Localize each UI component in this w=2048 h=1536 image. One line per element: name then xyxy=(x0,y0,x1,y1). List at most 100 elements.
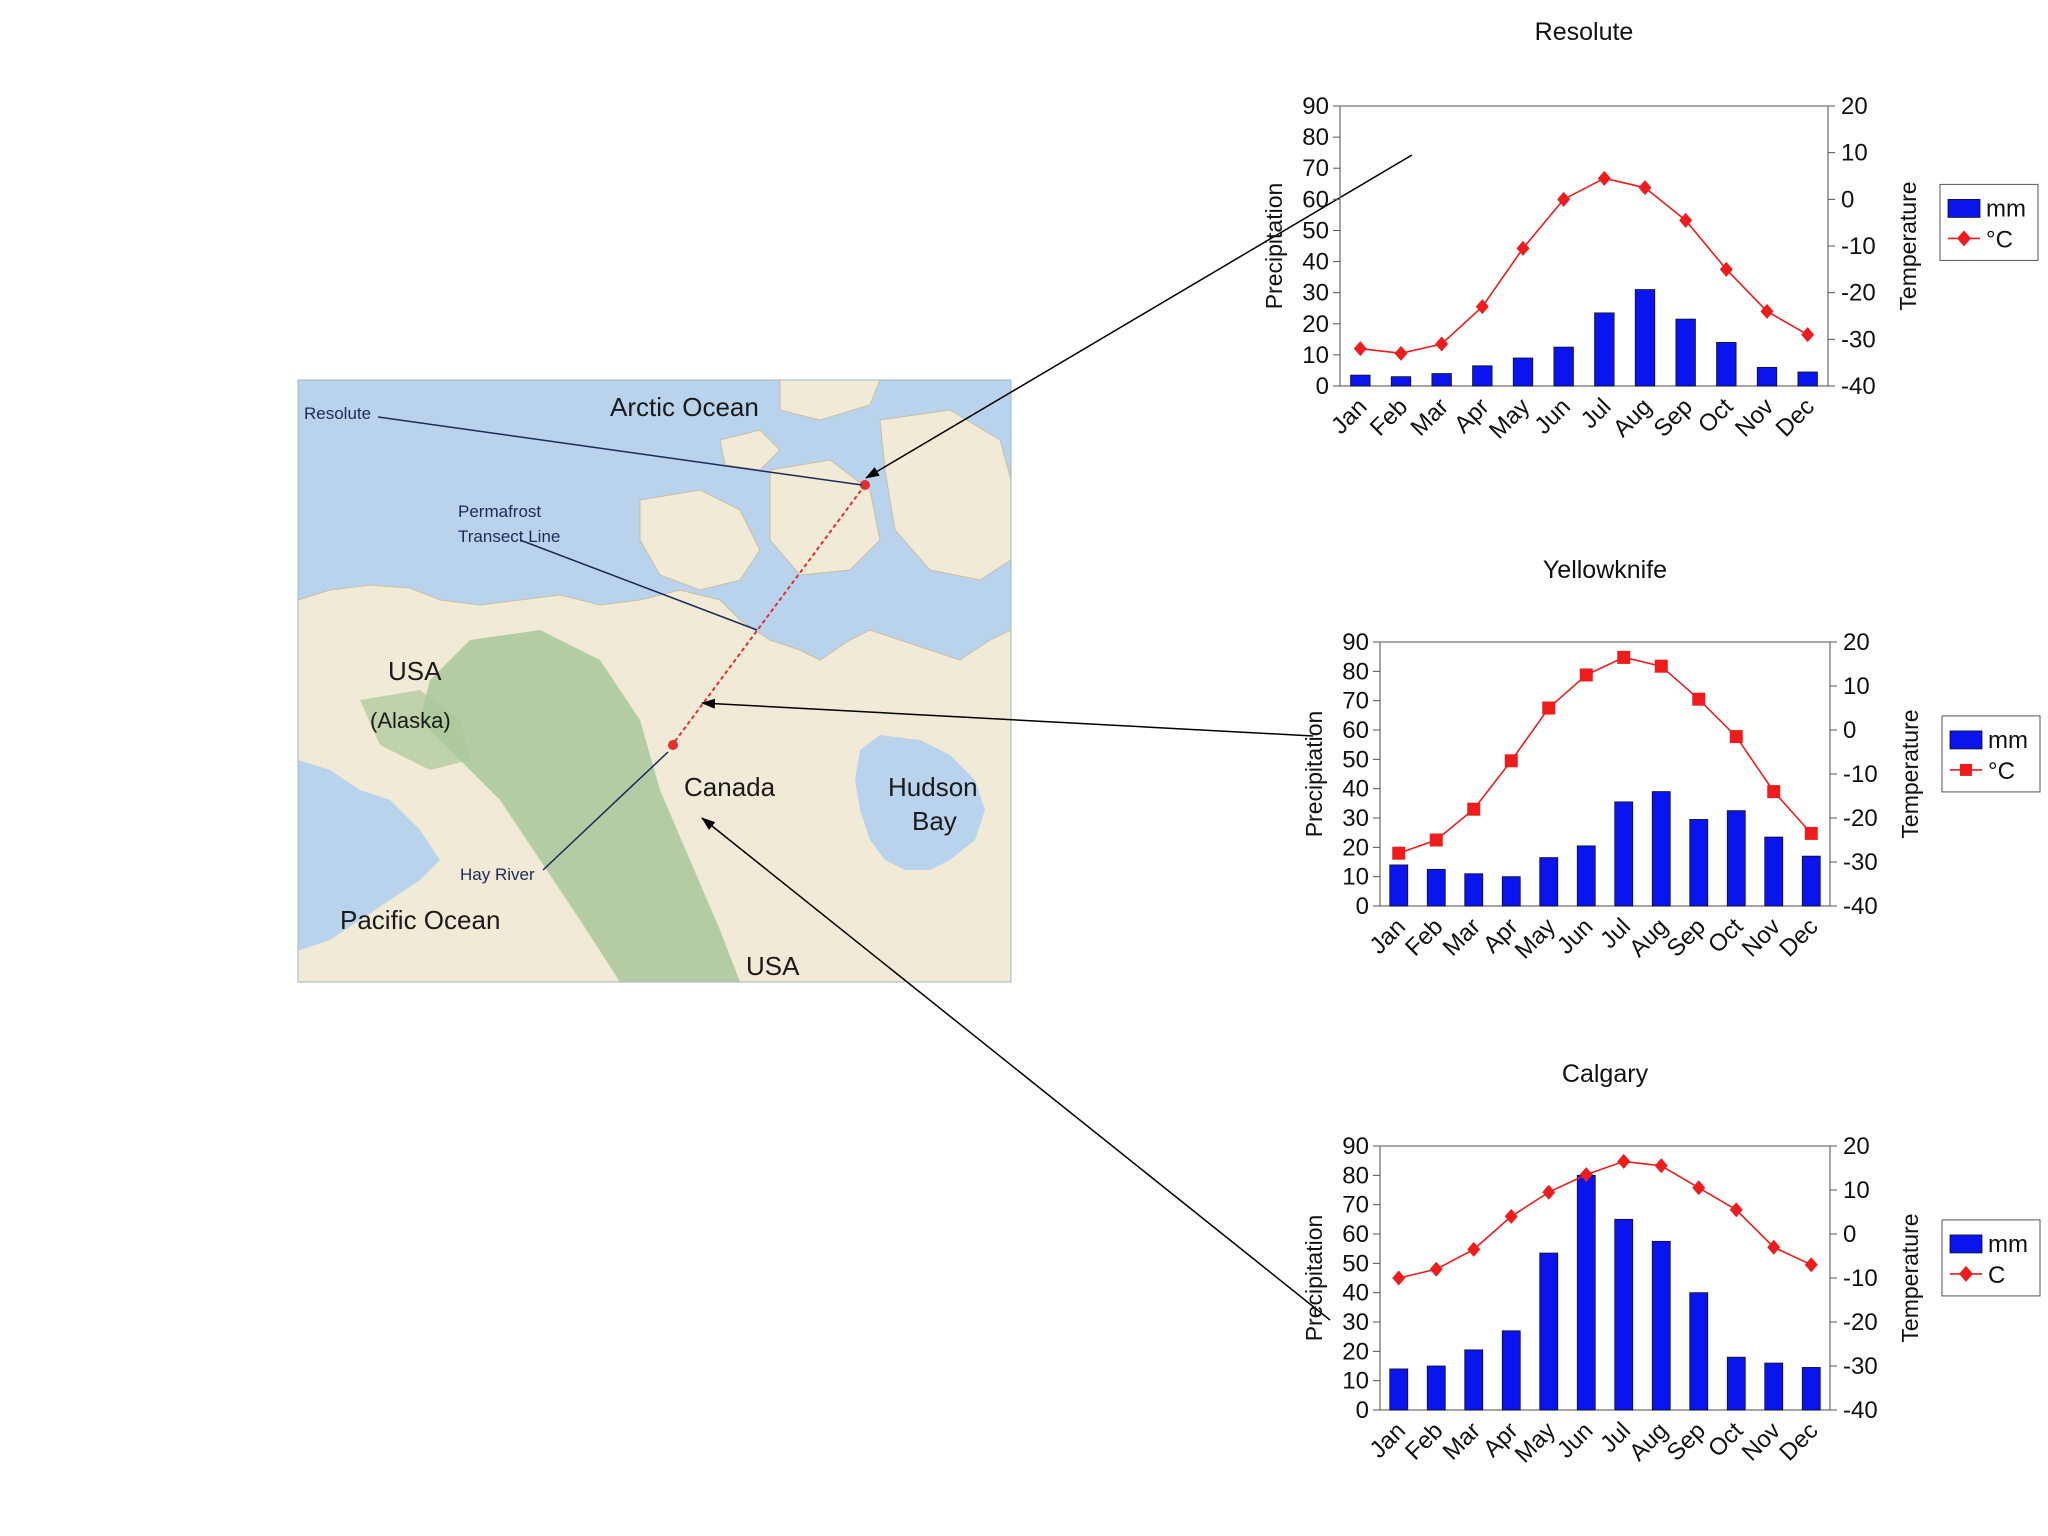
temperature-line xyxy=(1398,656,1812,854)
temperature-point xyxy=(1679,212,1693,228)
precipitation-bar xyxy=(1614,1218,1634,1411)
precipitation-bar xyxy=(1464,1349,1484,1411)
y-tick-label: 30 xyxy=(1342,1309,1369,1336)
y-tick-label: 10 xyxy=(1302,342,1329,369)
chart-title: Calgary xyxy=(1562,1060,1649,1088)
y2-tick-label: -30 xyxy=(1843,1353,1878,1380)
precipitation-bar xyxy=(1539,1252,1559,1411)
y-tick-label: 80 xyxy=(1302,124,1329,151)
temperature-point xyxy=(1719,261,1733,277)
precipitation-bar xyxy=(1651,1240,1671,1411)
legend-box xyxy=(1939,183,2039,261)
y2-tick-label: -40 xyxy=(1843,1397,1878,1424)
y2-tick-label: 20 xyxy=(1843,629,1870,656)
y-tick-label: 20 xyxy=(1342,834,1369,861)
y-tick-label: 50 xyxy=(1342,1250,1369,1277)
y-tick-label: 0 xyxy=(1316,373,1329,400)
legend-label-line: °C xyxy=(1988,758,2015,785)
y-tick-label: 50 xyxy=(1302,217,1329,244)
resolute-marker xyxy=(860,480,870,490)
y2-tick-label: 20 xyxy=(1841,93,1868,120)
temperature-point xyxy=(1504,1208,1518,1224)
arrow-yellowknife xyxy=(701,698,1314,737)
y2-tick-label: 10 xyxy=(1843,1177,1870,1204)
temperature-point xyxy=(1542,1184,1556,1200)
y2-tick-label: 0 xyxy=(1843,717,1856,744)
temperature-point xyxy=(1804,1257,1818,1273)
legend-marker xyxy=(1957,230,1971,247)
y-tick-label: 60 xyxy=(1302,186,1329,213)
y-tick-label: 40 xyxy=(1342,1280,1369,1307)
y-tick-label: 70 xyxy=(1342,1192,1369,1219)
map-label-hudson: Hudson xyxy=(888,772,978,802)
temperature-point xyxy=(1435,336,1449,352)
y2-tick-label: 0 xyxy=(1843,1221,1856,1248)
y-tick-label: 40 xyxy=(1342,776,1369,803)
y-tick-label: 70 xyxy=(1342,688,1369,715)
temperature-point xyxy=(1516,240,1530,256)
precipitation-bar xyxy=(1501,1330,1521,1411)
legend-label-line: C xyxy=(1988,1262,2005,1289)
map-arctic-island-5 xyxy=(719,429,781,471)
y-tick-label: 0 xyxy=(1356,1397,1369,1424)
temperature-point xyxy=(1654,659,1668,673)
x-tick-label: Oct xyxy=(1703,913,1749,959)
precipitation-bar xyxy=(1390,376,1412,387)
x-tick-label: May xyxy=(1484,393,1535,444)
precipitation-bar xyxy=(1716,342,1737,387)
climate-chart-yellowknife: Yellowknife0102030405060708090-40-30-20-… xyxy=(1301,556,2041,964)
map-label-hay-river: Hay River xyxy=(460,865,535,884)
precipitation-bar xyxy=(1651,791,1671,907)
temperature-point xyxy=(1475,299,1489,315)
precipitation-bar xyxy=(1764,1362,1784,1411)
x-tick-label: Mar xyxy=(1438,913,1486,961)
map-frame xyxy=(297,379,1012,983)
precipitation-bar xyxy=(1553,346,1574,387)
y-tick-label: 60 xyxy=(1342,1221,1369,1248)
y2-axis-label: Temperature xyxy=(1897,1213,1923,1342)
arrow-calgary xyxy=(701,817,1331,1321)
y-tick-label: 70 xyxy=(1302,155,1329,182)
y2-tick-label: -10 xyxy=(1843,761,1878,788)
y-tick-label: 10 xyxy=(1342,864,1369,891)
temperature-point xyxy=(1767,785,1781,799)
y-tick-label: 50 xyxy=(1342,746,1369,773)
y2-axis-label: Temperature xyxy=(1897,709,1923,838)
arrow-resolute xyxy=(865,154,1413,479)
precipitation-bar xyxy=(1726,810,1746,907)
x-tick-label: Mar xyxy=(1438,1417,1486,1465)
precipitation-bar xyxy=(1576,1174,1596,1411)
precipitation-bar xyxy=(1350,374,1371,387)
map-label-alaska: (Alaska) xyxy=(370,708,451,733)
temperature-point xyxy=(1804,826,1818,840)
y2-tick-label: 20 xyxy=(1843,1133,1870,1160)
legend-swatch-bar xyxy=(1949,730,1983,750)
temperature-point xyxy=(1392,1270,1406,1286)
x-tick-label: Feb xyxy=(1400,913,1448,961)
map-arctic-island-2 xyxy=(769,459,881,576)
legend-marker xyxy=(1959,1265,1973,1282)
precipitation-bar xyxy=(1426,1365,1446,1411)
temperature-point xyxy=(1467,802,1481,816)
map-hudson-bay xyxy=(855,735,985,870)
temperature-point xyxy=(1617,1153,1631,1169)
x-tick-label: Dec xyxy=(1774,1417,1823,1466)
chart-title: Yellowknife xyxy=(1543,556,1667,584)
map-label-permafrost-2: Transect Line xyxy=(458,527,560,546)
y2-axis-label: Temperature xyxy=(1895,181,1921,310)
x-tick-label: Dec xyxy=(1771,393,1820,442)
y2-tick-label: -10 xyxy=(1843,1265,1878,1292)
y-axis-label: Precipitation xyxy=(1261,183,1287,310)
y2-tick-label: -30 xyxy=(1841,326,1876,353)
hay-river-leader-line xyxy=(542,751,669,871)
map-label-usa-south: USA xyxy=(746,951,800,981)
precipitation-bar xyxy=(1389,1368,1409,1411)
legend-label-bar: mm xyxy=(1988,727,2028,754)
precipitation-bar xyxy=(1512,357,1534,387)
precipitation-bar xyxy=(1539,857,1559,907)
connector-arrows xyxy=(701,154,1413,1321)
temperature-point xyxy=(1692,692,1706,706)
map-label-resolute: Resolute xyxy=(304,404,371,423)
legend-label-bar: mm xyxy=(1988,1231,2028,1258)
